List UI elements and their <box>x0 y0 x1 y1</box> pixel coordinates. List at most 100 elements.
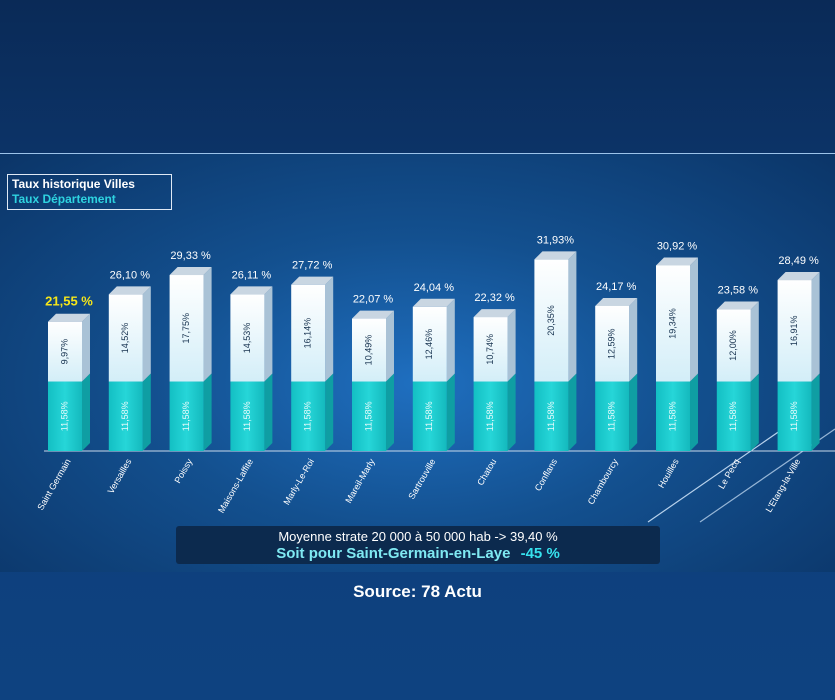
bar-departement <box>595 381 630 451</box>
segment-label-historique: 12,00% <box>728 330 738 361</box>
segment-label-historique: 16,14% <box>303 318 313 349</box>
segment-label-departement: 11,58% <box>667 401 677 431</box>
bar-historique <box>352 318 386 382</box>
segment-label-departement: 11,58% <box>120 401 130 431</box>
bar-side-departement <box>811 373 820 451</box>
bar-side-departement <box>325 373 334 451</box>
segment-label-departement: 11,58% <box>363 401 373 431</box>
bar-side-departement <box>264 373 273 451</box>
legend-historique: Taux historique Villes <box>12 177 135 191</box>
bar-top <box>352 310 394 319</box>
category-label: Versailles <box>106 457 134 496</box>
summary-result: Soit pour Saint-Germain-en-Laye -45 % <box>176 545 660 562</box>
segment-label-historique: 17,75% <box>181 313 191 344</box>
bar-historique <box>412 306 447 382</box>
bar-top <box>108 286 151 295</box>
segment-label-historique: 20,35% <box>546 305 556 336</box>
segment-label-historique: 14,52% <box>120 323 130 354</box>
bar-historique <box>108 294 143 382</box>
total-label: 22,32 % <box>474 292 515 304</box>
bar-side-departement <box>446 373 455 451</box>
bar-side-departement <box>507 373 516 451</box>
total-label: 21,55 % <box>45 294 93 309</box>
segment-label-historique: 14,53% <box>242 323 252 354</box>
category-label: Marly-Le-Roi <box>282 457 316 507</box>
legend-box <box>7 174 172 210</box>
bar-departement <box>473 381 508 451</box>
bar-top <box>473 309 516 318</box>
category-label: Le Pecq <box>716 457 741 491</box>
bar-historique <box>48 321 82 382</box>
segment-label-departement: 11,58% <box>728 401 738 431</box>
bar-side-departement <box>142 373 151 451</box>
bar-top <box>230 286 273 295</box>
bar-historique <box>777 280 812 382</box>
summary-box <box>176 526 660 564</box>
total-label: 28,49 % <box>778 255 819 267</box>
bar-departement <box>534 381 569 451</box>
segment-label-departement: 11,58% <box>181 401 191 431</box>
segment-label-historique: 12,46% <box>424 329 434 360</box>
summary-result-label: Soit pour Saint-Germain-en-Laye <box>276 545 511 562</box>
bar-departement <box>169 381 204 451</box>
total-label: 27,72 % <box>292 260 333 272</box>
bar-side-historique <box>690 257 698 382</box>
total-label: 26,11 % <box>232 269 272 281</box>
bar-departement <box>108 381 143 451</box>
bar-departement <box>412 381 447 451</box>
bar-departement <box>716 381 751 451</box>
bar-side-historique <box>750 301 759 382</box>
segment-label-departement: 11,58% <box>607 401 617 431</box>
source-caption: Source: 78 Actu <box>353 582 482 601</box>
bar-side-historique <box>811 272 820 382</box>
bar-historique <box>169 275 204 382</box>
bar-historique <box>716 309 751 382</box>
bar-top <box>48 313 90 322</box>
category-label: Maisons-Laffite <box>216 457 255 515</box>
bar-historique <box>473 317 508 382</box>
bar-top <box>656 257 698 266</box>
bar-historique <box>230 294 265 382</box>
summary-result-value: -45 % <box>520 545 560 562</box>
segment-label-historique: 19,34% <box>667 308 677 339</box>
total-label: 30,92 % <box>657 240 698 252</box>
total-label: 24,17 % <box>596 281 637 293</box>
bar-side-departement <box>203 373 212 451</box>
bar-side-departement <box>690 373 698 451</box>
total-label: 24,04 % <box>414 282 455 294</box>
segment-label-departement: 11,58% <box>424 401 434 431</box>
bar-side-historique <box>629 297 638 382</box>
bar-top <box>169 267 212 276</box>
bar-historique <box>656 265 690 382</box>
bar-side-departement <box>82 373 90 451</box>
category-label: Poissy <box>172 457 194 485</box>
segment-label-historique: 16,91% <box>789 316 799 347</box>
segment-label-departement: 11,58% <box>546 401 556 431</box>
bar-side-departement <box>568 373 577 451</box>
bar-historique <box>534 259 569 382</box>
bar-side-departement <box>386 373 394 451</box>
bar-departement <box>777 381 812 451</box>
category-label: Mareil-Marly <box>343 457 377 505</box>
total-label: 23,58 % <box>718 285 759 297</box>
segment-label-historique: 10,49% <box>363 335 373 366</box>
category-label: Chambourcy <box>586 457 620 507</box>
bar-historique <box>291 284 326 382</box>
bar-side-historique <box>568 251 577 382</box>
bar-side-historique <box>325 276 334 382</box>
bar-historique <box>595 305 630 382</box>
bar-top <box>595 297 638 306</box>
bar-departement <box>291 381 326 451</box>
bar-side-historique <box>82 313 90 382</box>
bars-layer: 11,58% 9,97% 21,55 % Saint Germain 11,58% 14,… <box>35 234 820 515</box>
bar-side-historique <box>446 298 455 382</box>
summary-average: Moyenne strate 20 000 à 50 000 hab -> 39… <box>278 529 558 544</box>
total-label: 26,10 % <box>110 269 151 281</box>
bar-side-historique <box>507 309 516 382</box>
bar-departement <box>230 381 265 451</box>
decorative-line-1 <box>647 416 801 523</box>
bar-side-historique <box>264 286 273 382</box>
category-label: Saint Germain <box>35 457 72 512</box>
segment-label-departement: 11,58% <box>303 401 313 431</box>
bar-side-historique <box>386 310 394 382</box>
